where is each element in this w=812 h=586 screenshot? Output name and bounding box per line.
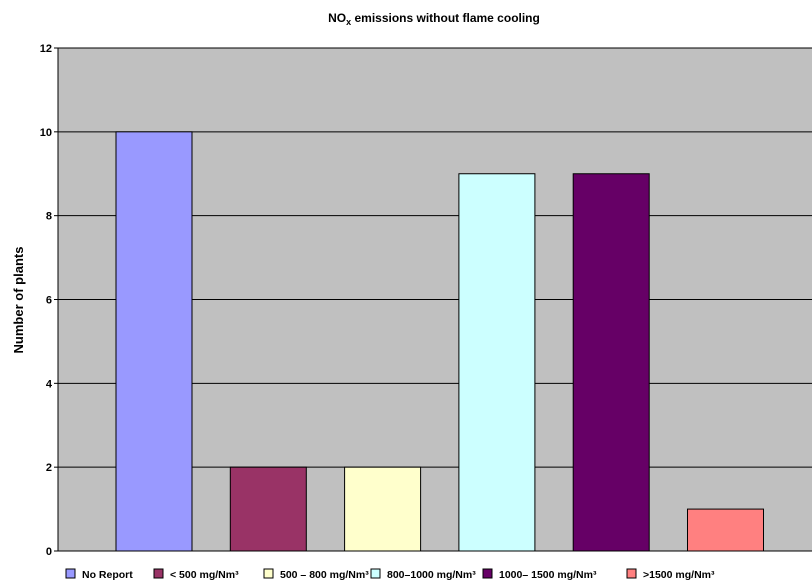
- legend-swatch: [482, 568, 493, 579]
- title-main: NO: [328, 11, 346, 25]
- legend-swatch: [65, 568, 76, 579]
- bar-2: [229, 466, 307, 552]
- y-axis-label: Number of plants: [11, 247, 26, 354]
- bar-3: [344, 466, 422, 552]
- chart-title: NOx emissions without flame cooling: [328, 11, 540, 27]
- legend-swatch: [370, 568, 381, 579]
- bars: [115, 131, 764, 552]
- y-tick-label: 4: [46, 378, 53, 390]
- legend-label: No Report: [82, 569, 133, 581]
- legend-label: < 500 mg/Nm³: [170, 569, 239, 581]
- y-tick-label: 12: [40, 43, 52, 55]
- legend-swatch: [626, 568, 637, 579]
- y-tick-label: 8: [46, 211, 52, 223]
- legend-label: 800–1000 mg/Nm³: [387, 569, 476, 581]
- y-tick-label: 6: [46, 295, 52, 307]
- y-tick-label: 0: [46, 546, 52, 558]
- bar-1: [115, 131, 193, 552]
- legend-label: 500 – 800 mg/Nm³: [280, 569, 369, 581]
- y-axis-ticks: 0 2 4 6 8 10 12: [40, 43, 58, 558]
- legend: No Report < 500 mg/Nm³ 500 – 800 mg/Nm³ 800…: [65, 568, 715, 581]
- bar-6: [687, 508, 764, 552]
- bar-5: [572, 173, 650, 552]
- legend-label: >1500 mg/Nm³: [643, 569, 715, 581]
- legend-swatch: [153, 568, 164, 579]
- legend-label: 1000– 1500 mg/Nm³: [499, 569, 597, 581]
- y-tick-label: 2: [46, 462, 52, 474]
- title-subscript: x: [346, 17, 351, 27]
- y-tick-label: 10: [40, 127, 52, 139]
- title-rest: emissions without flame cooling: [351, 11, 540, 25]
- bar-4: [458, 173, 536, 552]
- legend-swatch: [263, 568, 274, 579]
